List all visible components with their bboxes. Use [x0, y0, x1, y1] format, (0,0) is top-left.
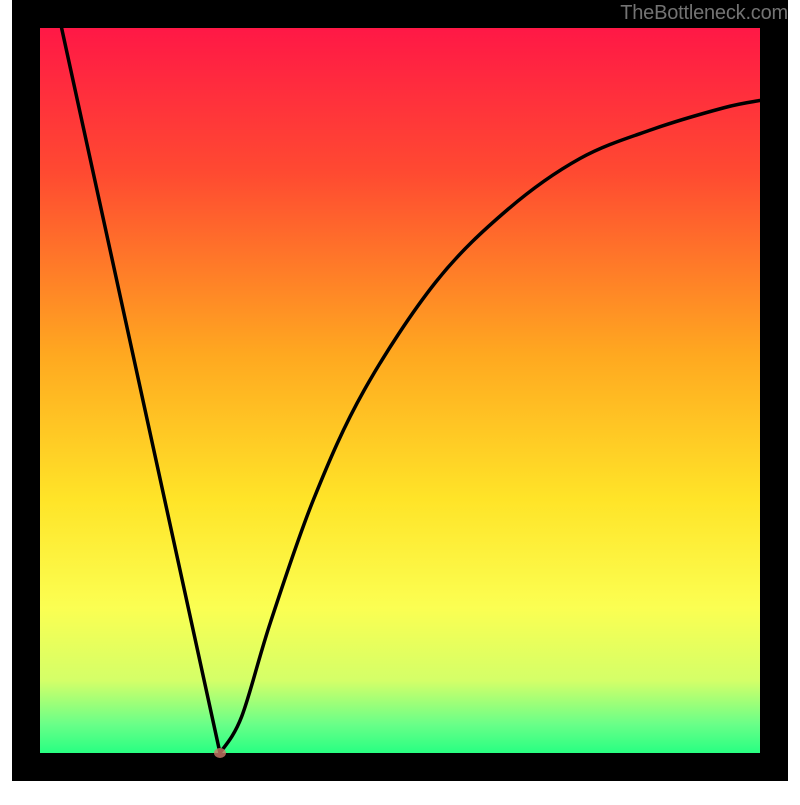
- watermark-text: TheBottleneck.com: [620, 2, 788, 25]
- plot-background: [40, 28, 760, 753]
- bottleneck-chart: [0, 0, 800, 800]
- chart-svg: [0, 0, 800, 800]
- optimum-marker: [214, 748, 226, 758]
